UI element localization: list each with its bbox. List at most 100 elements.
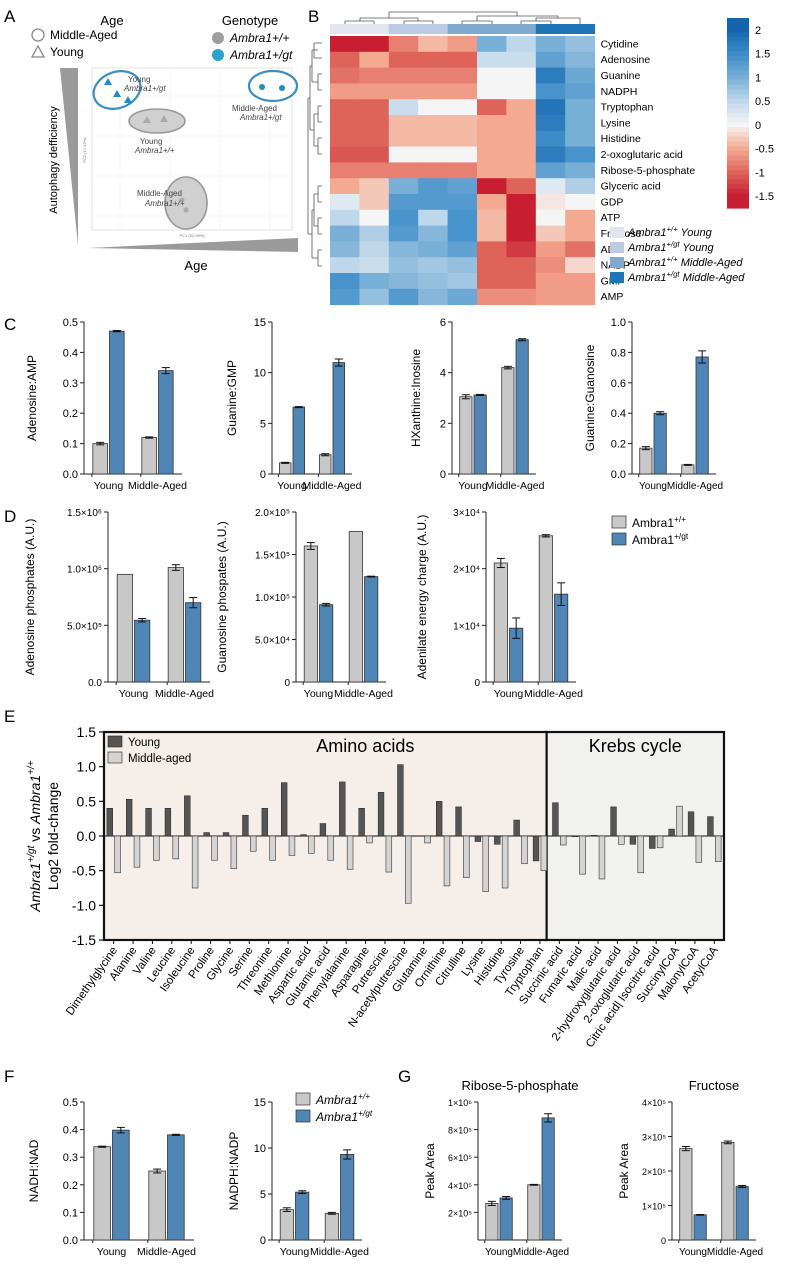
bar [318, 454, 332, 475]
heatmap-cell [418, 273, 449, 290]
y-tick-label: 4×10⁵ [448, 1181, 472, 1191]
legend-swatch-wt [611, 515, 627, 529]
heatmap-cell [535, 130, 566, 148]
heatmap-row-label: Guanine [601, 70, 641, 82]
heatmap-cell [418, 115, 449, 132]
bar [167, 1134, 185, 1241]
heatmap-cell [447, 209, 478, 227]
bar-middle-aged [288, 835, 296, 856]
x-tick-label: Young [304, 688, 334, 700]
panel-label-f: F [4, 1067, 14, 1086]
bar-young [571, 835, 578, 837]
pca-group-label: Middle-Aged [232, 104, 277, 113]
color-scale-segment [727, 56, 749, 62]
heatmap-row-dendrogram [307, 42, 322, 267]
color-scale-segment [727, 198, 749, 204]
legend-label: Ambra1+/gt [315, 1108, 373, 1124]
bar [721, 1141, 735, 1241]
y-tick-label: 0.0 [63, 469, 78, 481]
panel-label-c: C [4, 315, 16, 334]
heatmap-cell [477, 194, 507, 211]
heatmap-cell [506, 178, 537, 195]
bar-young [106, 808, 113, 837]
heatmap-cell [447, 162, 478, 179]
y-tick-label: 10 [254, 368, 266, 380]
heatmap-cell [447, 194, 478, 211]
x-tick-label: Middle-Aged [486, 480, 545, 492]
pca-group-genotype: Ambra1+/gt [123, 84, 166, 93]
heatmap-cell [359, 178, 390, 195]
color-scale-segment [727, 127, 749, 133]
heatmap-cell [418, 146, 449, 163]
y-tick-label: 0.4 [63, 347, 78, 359]
bar [653, 412, 667, 475]
bar [538, 535, 553, 683]
x-tick-label: Young [277, 480, 307, 492]
heatmap-cell [447, 225, 478, 242]
heatmap-cell [506, 36, 537, 53]
heatmap-group-cell [565, 24, 596, 34]
legend-label: Ambra1+/gt [632, 531, 689, 547]
bar-middle-aged [114, 835, 121, 874]
y-tick-label: 0 [661, 1236, 666, 1246]
heatmap-cell [565, 257, 596, 274]
heatmap-cell [330, 241, 360, 258]
bar-young [126, 799, 133, 837]
color-scale-segment [727, 203, 749, 209]
y-tick-label: 0 [440, 469, 446, 481]
panel-label-d: D [4, 507, 16, 526]
y-tick-label: 6×10⁵ [448, 1153, 472, 1163]
heatmap-cell [447, 83, 478, 100]
y-tick-label: 0.2 [611, 439, 626, 451]
color-scale-segment [727, 46, 749, 52]
bar [459, 396, 473, 475]
y-tick-label: -1.5 [72, 932, 96, 948]
heatmap-cell [330, 288, 360, 306]
heatmap-cell [506, 146, 537, 163]
bar [185, 602, 202, 683]
heatmap-cell [330, 273, 360, 290]
heatmap-cell [330, 99, 360, 116]
y-axis-label: Peak Area [617, 1143, 631, 1199]
bar [158, 370, 174, 475]
x-tick-label: Middle-Aged [524, 688, 583, 700]
y-tick-label: 0.2 [63, 408, 78, 420]
heatmap-cell [535, 241, 566, 258]
bar-middle-aged [656, 835, 664, 849]
bar-middle-aged [230, 835, 238, 869]
bar-young [629, 835, 637, 845]
bar-young [300, 834, 307, 837]
legend-f: Ambra1+/+Ambra1+/gt [295, 1091, 373, 1124]
heatmap-cell [447, 99, 478, 116]
x-tick-label: Middle-Aged [667, 481, 723, 492]
bar [278, 462, 292, 475]
heatmap-cell [330, 257, 360, 274]
chart-title: Ribose-5-phosphate [461, 1078, 578, 1093]
pca-y-axis-title: PC2 (17.42%) [82, 137, 87, 163]
y-tick-label: 1.0×10⁵ [255, 593, 290, 604]
y-axis-label: HXanthine:Inosine [409, 349, 423, 447]
heatmap-cell [477, 178, 507, 195]
bar [501, 367, 515, 475]
bar-middle-aged [540, 835, 548, 871]
color-scale-segment [727, 65, 749, 71]
heatmap-cell [535, 162, 566, 179]
heatmap-cell [565, 36, 596, 53]
x-tick-label: Young [280, 1246, 310, 1258]
chart-ribose-5-phosphate: 2×10⁵ 4×10⁵ 6×10⁵ 8×10⁵ 1×10⁶ Peak Area Ribose… [423, 1078, 579, 1258]
bar-middle-aged [250, 835, 257, 852]
y-tick-label: 0.5 [63, 1097, 78, 1109]
bar-young [591, 835, 598, 837]
y-axis-label: Adenilate energy charge (A.U.) [415, 515, 429, 680]
bar-young [610, 806, 617, 837]
bar [92, 443, 108, 475]
color-scale-segment [727, 79, 749, 86]
section-label: Amino acids [316, 736, 414, 756]
circle-marker-icon [31, 28, 45, 42]
legend-label: Ambra1+/+ [315, 1091, 370, 1107]
bar [340, 1154, 355, 1241]
heatmap-cell [388, 288, 419, 306]
pca-group-label: Middle-Aged [137, 189, 182, 198]
bar-middle-aged [618, 835, 625, 845]
